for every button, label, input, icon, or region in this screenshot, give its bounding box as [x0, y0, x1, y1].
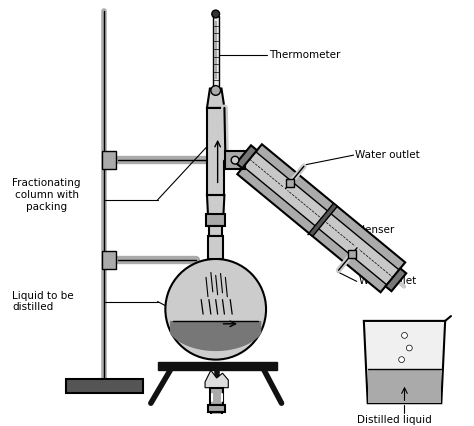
Bar — [214, 21, 217, 79]
Text: Thermometer: Thermometer — [269, 50, 340, 60]
Polygon shape — [385, 268, 406, 291]
Polygon shape — [309, 203, 337, 236]
Bar — [208, 236, 223, 259]
Circle shape — [401, 333, 407, 338]
Bar — [206, 214, 225, 226]
Bar — [211, 412, 222, 426]
Text: Water inlet: Water inlet — [359, 276, 416, 286]
Bar — [158, 362, 277, 370]
Circle shape — [212, 10, 219, 18]
Bar — [209, 226, 222, 236]
Circle shape — [165, 259, 266, 360]
Polygon shape — [236, 145, 257, 168]
Polygon shape — [205, 370, 228, 388]
Bar — [209, 110, 222, 195]
Bar — [102, 251, 116, 269]
Text: Water outlet: Water outlet — [356, 150, 420, 160]
Polygon shape — [207, 195, 224, 214]
Text: Fractionating
column with
packing: Fractionating column with packing — [12, 178, 81, 212]
Circle shape — [399, 357, 404, 363]
Bar — [65, 379, 143, 392]
Text: Liquid to be
distilled: Liquid to be distilled — [12, 291, 74, 312]
Circle shape — [406, 345, 412, 351]
Circle shape — [231, 156, 239, 164]
Bar — [368, 369, 441, 403]
Text: Condenser: Condenser — [338, 225, 395, 235]
Bar — [210, 388, 223, 405]
Bar — [213, 16, 219, 89]
Bar — [102, 152, 116, 169]
Bar — [208, 405, 225, 412]
Polygon shape — [237, 144, 405, 292]
Bar — [225, 152, 245, 169]
Polygon shape — [207, 89, 224, 108]
Polygon shape — [207, 108, 224, 195]
Circle shape — [211, 86, 220, 95]
Polygon shape — [244, 152, 399, 285]
Text: Distilled liquid: Distilled liquid — [357, 415, 432, 425]
Bar — [286, 179, 294, 187]
Polygon shape — [170, 321, 261, 351]
Polygon shape — [364, 321, 445, 403]
Bar — [348, 250, 356, 258]
